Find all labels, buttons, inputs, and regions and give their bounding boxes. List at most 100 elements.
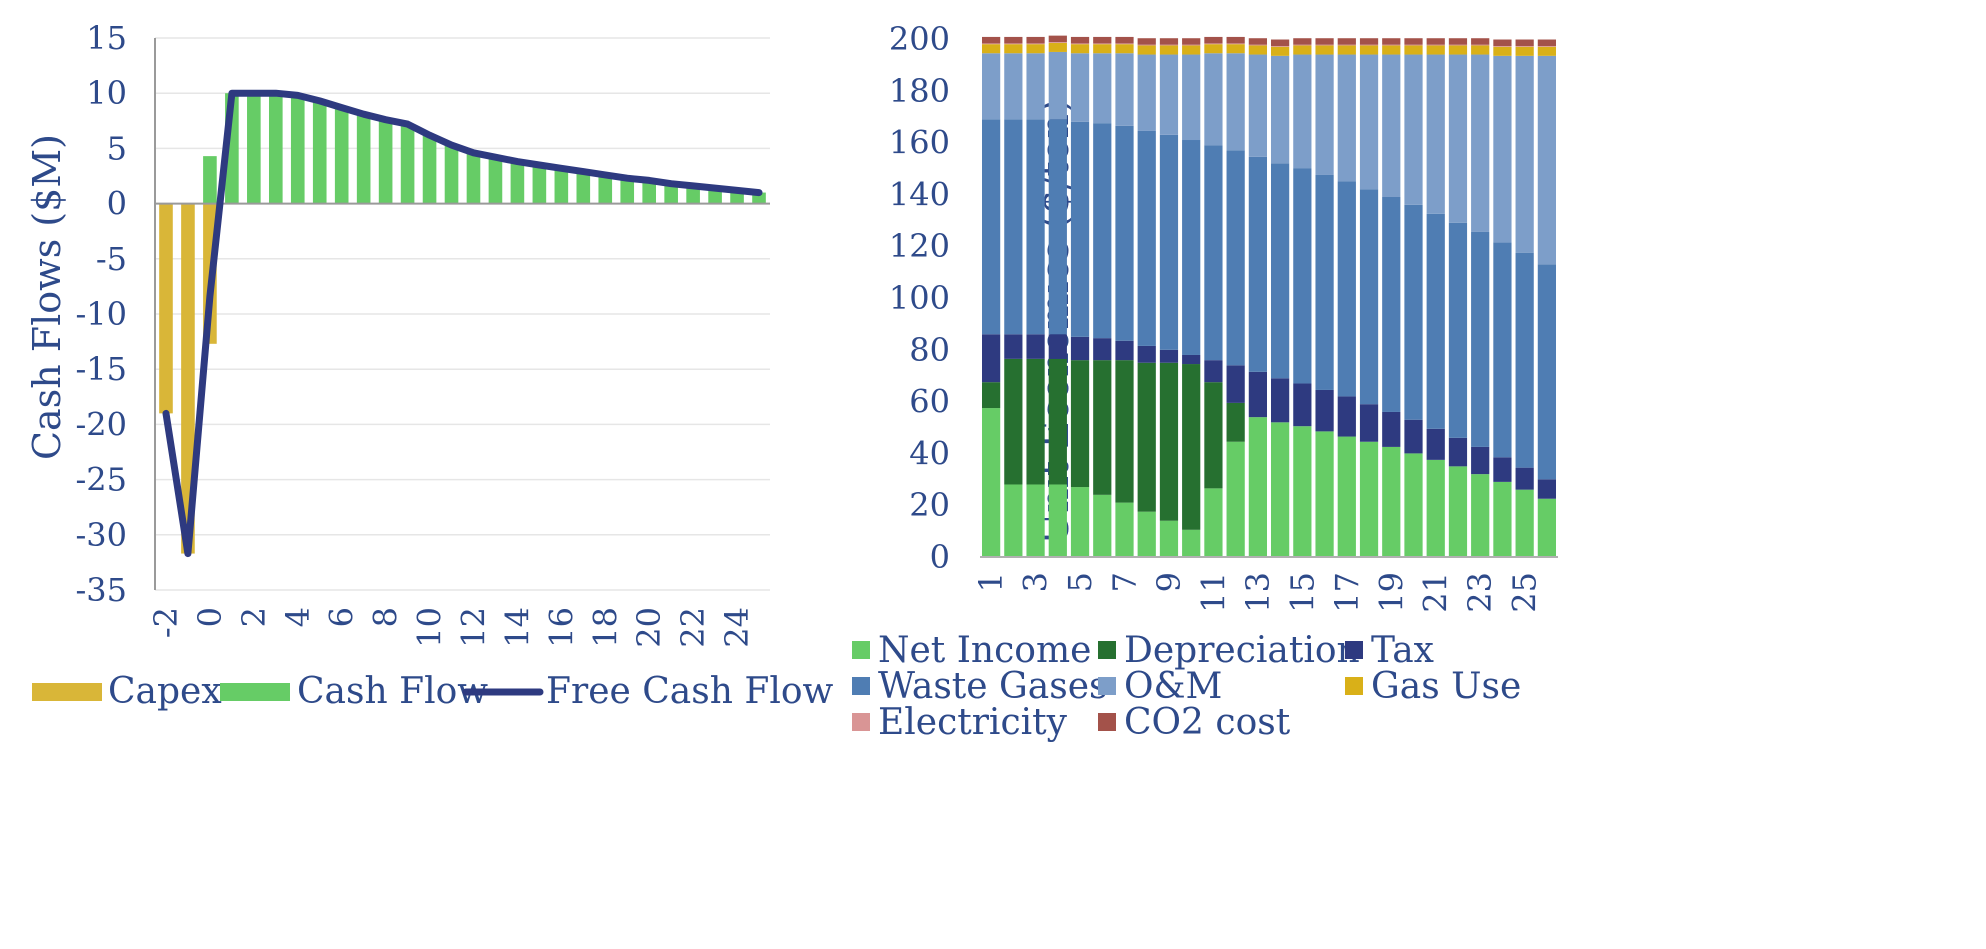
tax-segment xyxy=(1226,365,1245,403)
x-tick-label: 13 xyxy=(1239,572,1277,613)
gas-use-segment xyxy=(1382,45,1401,55)
waste-gases-segment xyxy=(1493,242,1512,458)
waste-gases-segment xyxy=(1471,231,1490,447)
net-income-segment xyxy=(1093,494,1112,557)
gas-use-segment xyxy=(1048,42,1067,52)
electricity-segment xyxy=(1026,43,1045,45)
co2-cost-segment xyxy=(1471,38,1490,45)
electricity-segment xyxy=(1359,44,1379,46)
depreciation-segment xyxy=(1226,402,1245,442)
gas-use-legend-label: Gas Use xyxy=(1371,666,1521,707)
tax-segment xyxy=(1004,334,1023,359)
y-tick-label: -5 xyxy=(96,240,127,278)
y-tick-label: -25 xyxy=(75,461,127,499)
left-y-axis-title: Cash Flows ($M) xyxy=(25,134,69,460)
tax-legend-swatch xyxy=(1345,641,1363,659)
oandm-segment xyxy=(1448,54,1468,223)
x-tick-label: 5 xyxy=(1061,572,1099,592)
co2-cost-segment xyxy=(1293,38,1312,45)
gas-use-segment xyxy=(1182,45,1201,55)
cash-flow-bar xyxy=(554,168,569,204)
net-income-segment xyxy=(1248,417,1267,557)
oandm-segment xyxy=(1382,54,1401,197)
net-income-segment xyxy=(1048,484,1067,557)
gas-use-segment xyxy=(1493,46,1512,56)
cash-flow-legend-label: Cash Flow xyxy=(297,671,488,712)
free-cash-flow-line xyxy=(162,89,763,558)
x-tick-label: 18 xyxy=(586,607,624,648)
cash-flow-bar xyxy=(334,107,349,204)
tax-segment xyxy=(1137,345,1156,363)
waste-gases-legend-label: Waste Gases xyxy=(878,666,1108,707)
waste-gases-segment xyxy=(1271,163,1290,379)
tax-segment xyxy=(1182,354,1201,365)
co2-cost-segment xyxy=(982,36,1001,44)
co2-cost-segment xyxy=(1382,38,1401,45)
y-tick-label: 160 xyxy=(889,124,950,162)
capex-legend-swatch xyxy=(32,683,102,701)
co2-cost-segment xyxy=(1204,36,1223,44)
co2-cost-segment xyxy=(1182,38,1201,45)
gas-use-legend-swatch xyxy=(1345,677,1363,695)
depreciation-legend-label: Depreciation xyxy=(1124,630,1360,671)
depreciation-segment xyxy=(1004,358,1023,485)
gas-use-segment xyxy=(1271,46,1290,56)
co2-cost-segment xyxy=(1315,38,1334,45)
co2-cost-segment xyxy=(1448,38,1468,45)
tax-segment xyxy=(1271,378,1290,423)
electricity-segment xyxy=(1048,42,1067,43)
electricity-segment xyxy=(1248,44,1267,46)
capex-legend-label: Capex xyxy=(108,671,222,712)
cash-flow-bar xyxy=(752,192,766,204)
depreciation-segment xyxy=(1048,358,1067,485)
waste-gases-legend-swatch xyxy=(852,677,870,695)
electricity-segment xyxy=(1493,45,1512,47)
gas-use-segment xyxy=(1315,45,1334,55)
depreciation-legend-swatch xyxy=(1098,641,1116,659)
tax-segment xyxy=(1404,419,1423,454)
waste-gases-segment xyxy=(1159,134,1179,350)
electricity-legend-swatch xyxy=(852,713,870,731)
tax-segment xyxy=(1448,437,1468,467)
gas-use-segment xyxy=(1204,44,1223,54)
net-income-segment xyxy=(1359,441,1379,557)
oandm-segment xyxy=(1248,54,1267,157)
net-income-segment xyxy=(1271,422,1290,557)
tax-segment xyxy=(1315,389,1334,432)
tax-segment xyxy=(1048,334,1067,359)
co2-cost-segment xyxy=(1337,38,1356,45)
electricity-segment xyxy=(1159,44,1179,46)
tax-segment xyxy=(1204,360,1223,383)
x-tick-label: -2 xyxy=(147,607,185,638)
cash-flow-bar xyxy=(356,114,371,204)
electricity-segment xyxy=(1226,43,1245,45)
waste-gases-segment xyxy=(982,119,1001,335)
net-income-segment xyxy=(1426,459,1445,557)
net-income-segment xyxy=(1293,426,1312,557)
tax-segment xyxy=(982,334,1001,383)
y-tick-label: 60 xyxy=(909,383,950,421)
cash-flow-legend-swatch xyxy=(220,683,290,701)
co2-cost-segment xyxy=(1115,36,1134,44)
co2-cost-segment xyxy=(1070,36,1090,44)
gas-use-segment xyxy=(1448,45,1468,55)
x-tick-label: 4 xyxy=(279,607,317,627)
oandm-segment xyxy=(1359,54,1379,190)
unit-economics-legend: Net Income Depreciation Tax Waste Gases O&M G… xyxy=(852,630,1521,743)
net-income-segment xyxy=(1004,484,1023,557)
y-tick-label: 180 xyxy=(889,72,950,110)
electricity-segment xyxy=(1471,44,1490,46)
oandm-segment xyxy=(1159,54,1179,135)
waste-gases-segment xyxy=(1448,222,1468,438)
tax-segment xyxy=(1515,467,1534,490)
gas-use-segment xyxy=(982,44,1001,54)
net-income-segment xyxy=(1493,481,1512,557)
electricity-segment xyxy=(1315,44,1334,46)
cash-flow-bar xyxy=(532,164,547,204)
depreciation-segment xyxy=(1115,360,1134,503)
electricity-legend-label: Electricity xyxy=(878,702,1068,743)
electricity-segment xyxy=(1182,44,1201,46)
net-income-segment xyxy=(1337,436,1356,557)
waste-gases-segment xyxy=(1315,174,1334,390)
